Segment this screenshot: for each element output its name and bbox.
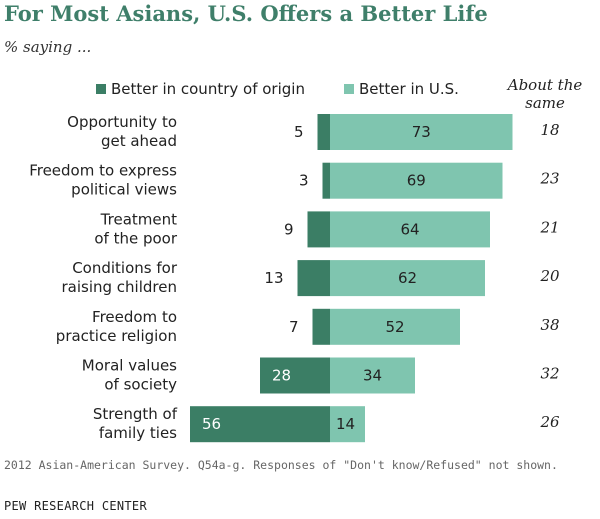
value-label-origin: 13 xyxy=(264,269,283,287)
bar-us xyxy=(330,406,365,443)
bar-origin xyxy=(322,162,330,199)
category-label-line-2: of the poor xyxy=(94,229,177,247)
value-label-origin: 56 xyxy=(202,415,221,433)
category-label-line-2: get ahead xyxy=(101,132,177,150)
category-label-line-1: Opportunity to xyxy=(67,113,177,131)
bar-origin xyxy=(297,260,330,297)
bar-us xyxy=(330,162,503,199)
value-label-origin: 7 xyxy=(289,318,299,336)
bar-us xyxy=(330,357,415,394)
value-label-us: 62 xyxy=(398,269,417,287)
legend-swatch-origin xyxy=(96,84,106,94)
bar-origin xyxy=(312,308,330,345)
value-label-same: 18 xyxy=(540,121,559,139)
value-label-same: 23 xyxy=(539,170,559,188)
bar-us xyxy=(330,308,460,345)
bar-us xyxy=(330,260,485,297)
category-label-line-2: raising children xyxy=(62,278,178,296)
value-label-origin: 28 xyxy=(272,367,291,385)
category-label-line-1: Strength of xyxy=(93,405,178,423)
value-label-origin: 9 xyxy=(284,220,294,238)
about-the-same-header: About the same xyxy=(500,76,590,112)
category-label-line-1: Moral values xyxy=(82,357,177,375)
legend-label-origin: Better in country of origin xyxy=(111,80,305,98)
value-label-us: 34 xyxy=(363,367,382,385)
value-label-same: 20 xyxy=(539,267,560,285)
value-label-us: 52 xyxy=(385,318,404,336)
value-label-same: 21 xyxy=(539,218,559,236)
value-label-same: 32 xyxy=(540,365,559,383)
bar-us xyxy=(330,114,513,150)
bar-us xyxy=(330,211,490,248)
source-credit: PEW RESEARCH CENTER xyxy=(4,499,147,513)
category-label-line-2: of society xyxy=(104,376,177,394)
legend-label-us: Better in U.S. xyxy=(359,80,459,98)
value-label-origin: 3 xyxy=(299,172,309,190)
category-label-line-1: Treatment xyxy=(100,210,177,228)
bar-origin xyxy=(317,114,330,150)
value-label-us: 69 xyxy=(407,172,426,190)
category-label-line-1: Conditions for xyxy=(72,259,178,277)
category-label-line-1: Freedom to express xyxy=(29,162,177,180)
value-label-same: 38 xyxy=(540,316,559,334)
bar-origin xyxy=(190,406,330,443)
legend-item-us: Better in U.S. xyxy=(344,80,459,98)
about-the-same-header-line-2: same xyxy=(525,94,565,112)
legend-item-origin: Better in country of origin xyxy=(96,80,305,98)
category-label-line-2: practice religion xyxy=(56,327,177,345)
footnote: 2012 Asian-American Survey. Q54a-g. Resp… xyxy=(4,458,558,472)
category-label-line-2: political views xyxy=(71,181,177,199)
value-label-us: 14 xyxy=(336,415,355,433)
value-label-us: 64 xyxy=(400,220,419,238)
category-label-line-1: Freedom to xyxy=(92,308,177,326)
value-label-us: 73 xyxy=(412,123,431,141)
legend-swatch-us xyxy=(344,84,354,94)
about-the-same-header-line-1: About the xyxy=(507,76,583,94)
bar-origin xyxy=(260,357,330,394)
category-label-line-2: family ties xyxy=(99,424,177,442)
chart-subtitle: % saying ... xyxy=(4,38,92,56)
bar-origin xyxy=(307,211,330,248)
value-label-origin: 5 xyxy=(294,123,304,141)
value-label-same: 26 xyxy=(539,413,560,431)
chart-title: For Most Asians, U.S. Offers a Better Li… xyxy=(4,1,488,26)
